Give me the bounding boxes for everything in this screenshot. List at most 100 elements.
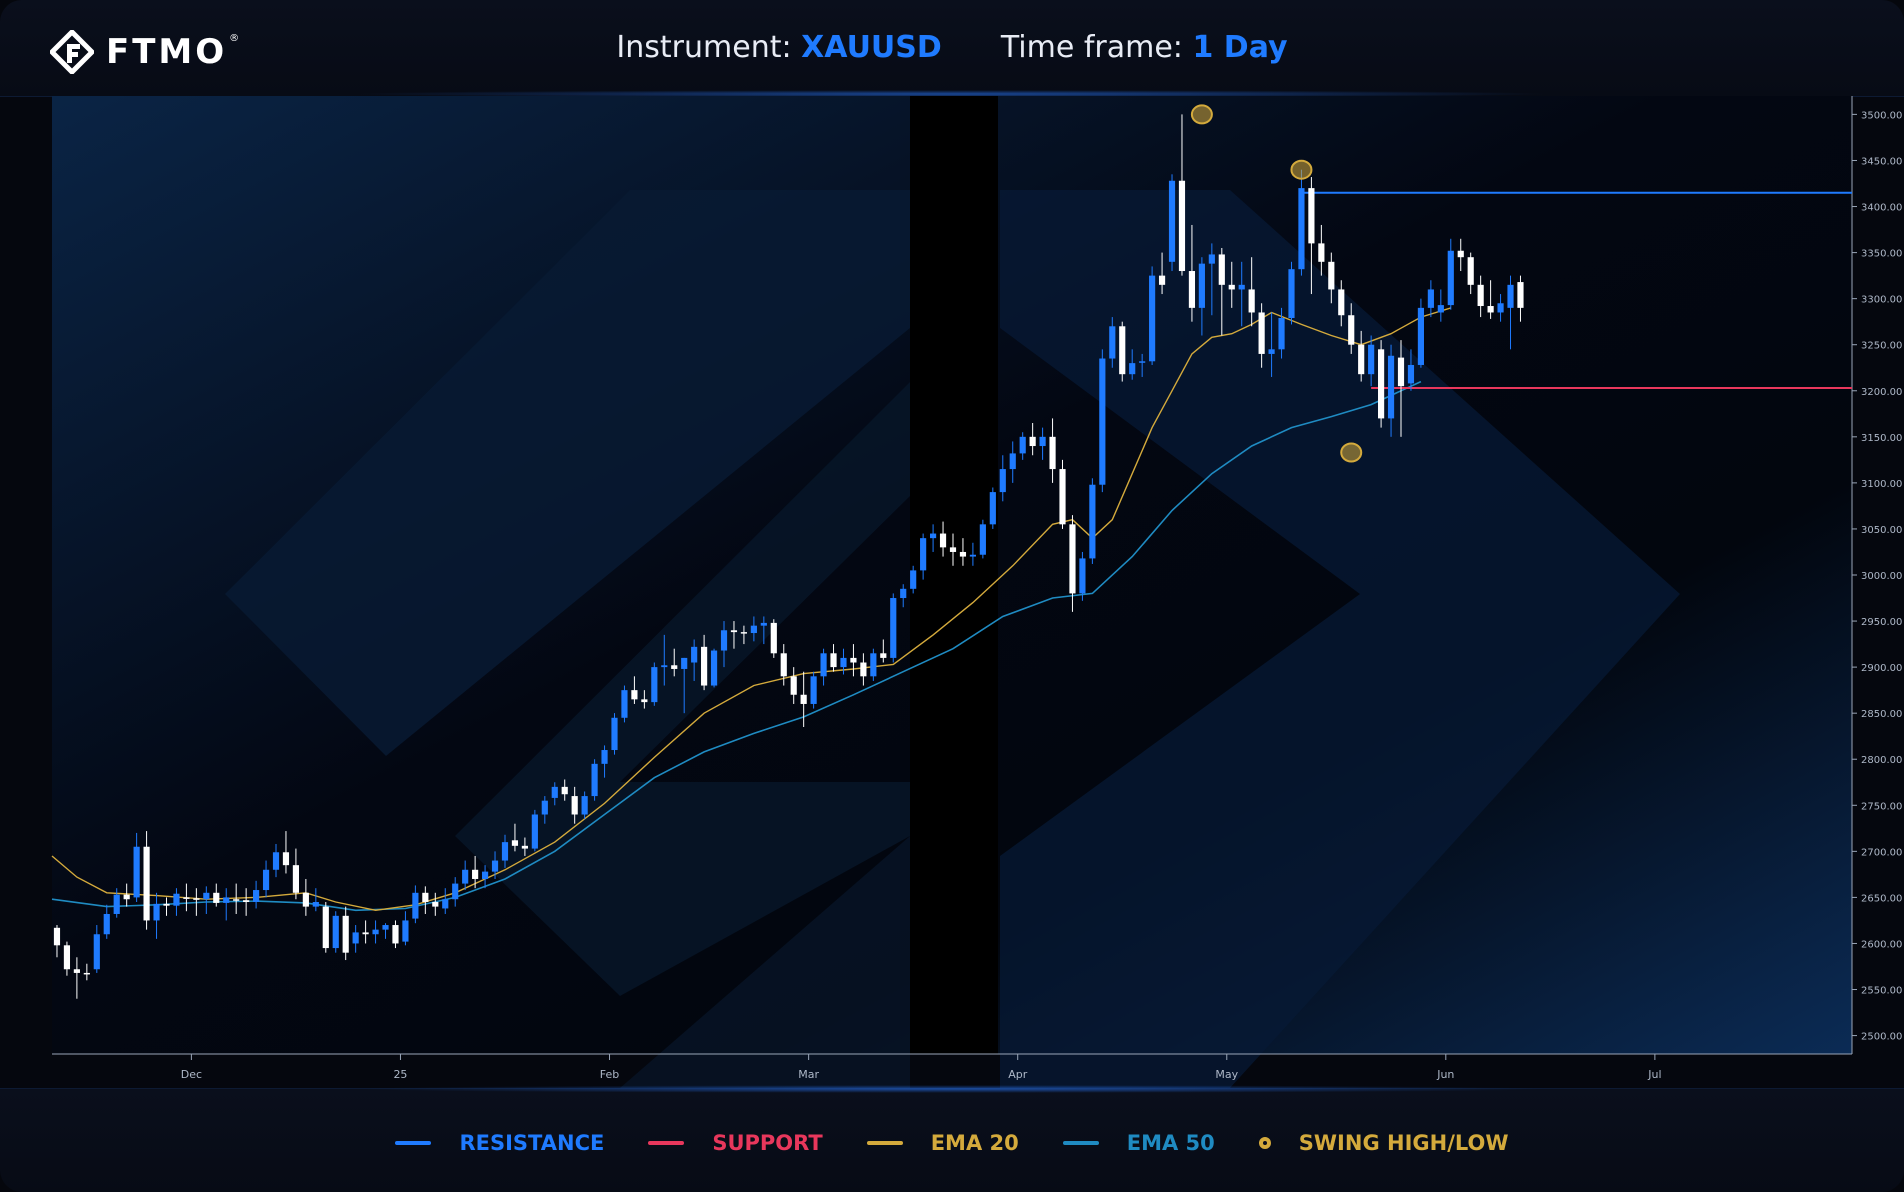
candle: [372, 920, 379, 944]
y-tick-label: 3400.00: [1861, 203, 1902, 214]
candle: [302, 878, 309, 916]
candle-body: [661, 665, 668, 668]
candle-body: [920, 538, 927, 571]
candle-body: [1308, 188, 1315, 244]
candle-body: [1178, 180, 1186, 272]
swing-point: [1190, 104, 1213, 125]
candle-body: [1268, 349, 1275, 354]
candle: [760, 616, 767, 645]
y-tick-label: 2500.00: [1861, 1032, 1902, 1043]
candle: [1178, 114, 1186, 276]
candle: [1099, 349, 1106, 493]
candle-body: [1368, 344, 1375, 375]
ema20-line: [51, 307, 1452, 912]
candle-body: [1517, 282, 1524, 308]
candle-body: [462, 869, 469, 884]
candle: [1417, 298, 1425, 368]
candle-body: [531, 814, 538, 849]
x-tick-label: Jun: [1436, 1068, 1454, 1081]
candle: [1248, 257, 1255, 327]
candle-body: [979, 524, 986, 555]
candle: [959, 538, 967, 566]
candle-body: [1099, 358, 1106, 485]
candle: [521, 837, 528, 856]
candle: [1218, 247, 1225, 336]
candle-body: [193, 898, 200, 900]
candle-body: [999, 469, 1006, 493]
candle: [870, 648, 877, 681]
y-tick-label: 3000.00: [1861, 571, 1902, 582]
candle: [1397, 340, 1405, 437]
candle: [740, 625, 748, 645]
candle: [63, 941, 71, 976]
candle: [412, 885, 419, 924]
candle-body: [183, 897, 190, 899]
candle: [322, 902, 329, 953]
chart-legend: RESISTANCE SUPPORT EMA 20 EMA 50 SWING H…: [0, 1131, 1904, 1155]
candle: [1238, 261, 1245, 327]
candle-body: [1228, 284, 1235, 290]
candle: [591, 759, 598, 801]
candle: [452, 877, 459, 907]
candle: [810, 671, 817, 709]
candle-body: [1029, 436, 1036, 447]
y-tick-label: 3500.00: [1861, 110, 1902, 121]
candle: [601, 745, 608, 778]
candle: [910, 565, 917, 594]
candle-body: [133, 846, 140, 898]
candle-body: [910, 570, 917, 589]
candle: [1298, 169, 1305, 276]
candle-body: [770, 622, 777, 654]
chart-title: Instrument: XAUUSD Time frame: 1 Day: [0, 30, 1904, 65]
candle: [1368, 335, 1375, 387]
candle: [1039, 427, 1046, 460]
candle-body: [621, 690, 628, 718]
chart-area: 2500.00 2550.00 2600.00 2650.00 2700.00 2750.…: [0, 96, 1904, 1088]
candle: [1198, 257, 1205, 336]
candle-body: [840, 657, 847, 668]
candle-body: [1019, 436, 1026, 454]
candle-body: [1507, 284, 1514, 308]
candle-body: [83, 972, 90, 975]
ema20-swatch: [866, 1141, 903, 1145]
candle: [153, 892, 160, 939]
candle-body: [641, 699, 648, 703]
candle-body: [93, 934, 100, 970]
candle-body: [213, 892, 220, 903]
candle-body: [1089, 484, 1096, 559]
candle-body: [850, 657, 857, 663]
candle: [491, 851, 499, 879]
candle-body: [203, 892, 210, 900]
y-tick-label: 3250.00: [1861, 341, 1902, 352]
candle: [1407, 349, 1415, 391]
candle: [243, 888, 250, 916]
candle-body: [870, 653, 877, 677]
candle: [730, 621, 738, 649]
candle-body: [143, 846, 150, 921]
x-tick-label: Jul: [1647, 1068, 1661, 1081]
candle-body: [1397, 357, 1405, 387]
candle: [123, 883, 130, 907]
candle-body: [292, 865, 300, 893]
candle: [1089, 478, 1096, 564]
candle-body: [900, 588, 907, 599]
candle: [1278, 307, 1285, 359]
candle: [750, 616, 757, 642]
candle-body: [1109, 326, 1116, 359]
candle: [1268, 312, 1275, 377]
timeframe-label: Time frame:: [1000, 30, 1183, 65]
y-tick-label: 3050.00: [1861, 525, 1902, 536]
candle: [332, 911, 339, 953]
candle-body: [1039, 436, 1046, 447]
candle-body: [710, 650, 718, 686]
y-tick-label: 3300.00: [1861, 295, 1902, 306]
candle-body: [780, 653, 787, 677]
candle-body: [929, 533, 937, 539]
candle: [581, 791, 588, 820]
candle-body: [1328, 261, 1335, 290]
candle-body: [173, 893, 180, 906]
candle-body: [442, 899, 449, 909]
legend-label: EMA 50: [1126, 1131, 1215, 1155]
candle-body: [760, 622, 767, 626]
candle-body: [651, 667, 658, 703]
